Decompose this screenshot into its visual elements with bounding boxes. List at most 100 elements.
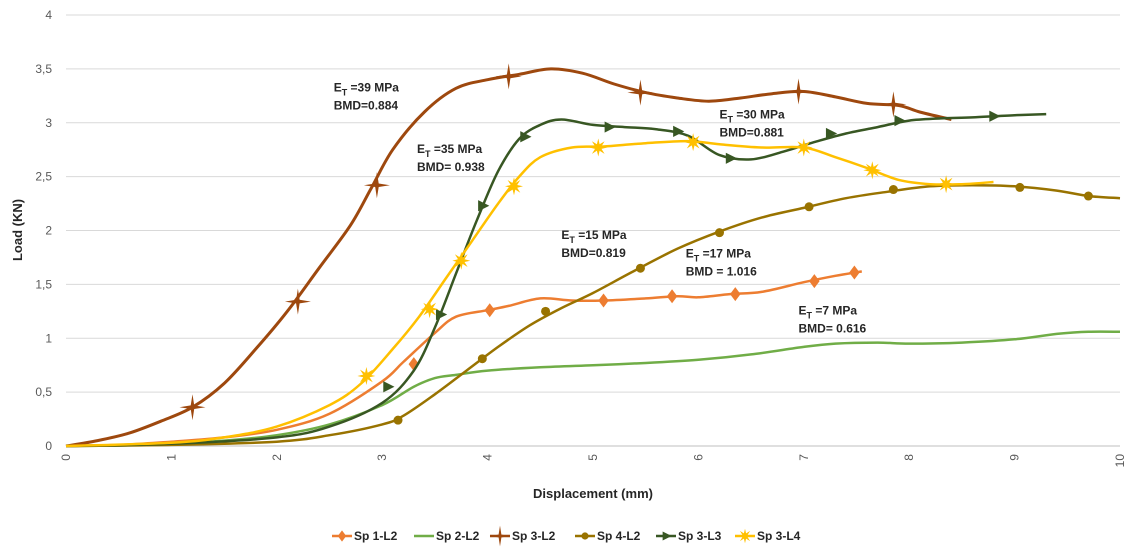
annotation-rest: =17 MPa — [699, 246, 751, 260]
y-axis-title: Load (KN) — [10, 199, 25, 261]
series-sp3-l4 — [65, 133, 994, 448]
y-tick-label: 0 — [45, 439, 52, 453]
legend-label: Sp 2-L2 — [436, 529, 480, 543]
marker-star-burst — [737, 528, 753, 544]
x-axis-title: Displacement (mm) — [533, 486, 653, 501]
legend-item: Sp 1-L2 — [332, 529, 398, 543]
y-tick-label: 3 — [45, 116, 52, 130]
marker-star-burst — [684, 133, 703, 152]
marker-diamond — [598, 293, 609, 308]
marker-star — [489, 525, 511, 547]
annotation-line: E — [561, 228, 569, 242]
legend-item: Sp 3-L2 — [489, 525, 556, 547]
x-tick-label: 1 — [164, 454, 178, 461]
axes: 0 0,5 1 1,5 2 2,5 3 3,5 4 0 1 2 3 4 5 6 7 8 9 10 — [35, 8, 1127, 467]
annotation: ET =15 MPa BMD=0.819 — [561, 228, 627, 260]
legend-label: Sp 3-L4 — [757, 529, 801, 543]
series-sp4-l2 — [65, 182, 1121, 448]
annotation-line: BMD=0.881 — [719, 125, 784, 139]
marker-circle — [393, 415, 403, 425]
annotation: ET =39 MPa BMD=0.884 — [334, 81, 400, 113]
marker-diamond — [809, 274, 820, 289]
annotation-subscript: T — [569, 235, 575, 245]
marker-triangle — [383, 381, 395, 393]
annotation-rest: =7 MPa — [812, 304, 857, 318]
marker-circle — [714, 228, 724, 238]
x-tick-label: 0 — [59, 454, 73, 461]
marker-circle — [477, 354, 487, 364]
annotation-subscript: T — [425, 149, 431, 159]
annotation-line: BMD= 0.938 — [417, 160, 485, 174]
y-tick-label: 2 — [45, 224, 52, 238]
y-tick-label: 2,5 — [35, 170, 52, 184]
y-tick-label: 4 — [45, 8, 52, 22]
annotation-line: BMD= 0.616 — [799, 322, 867, 336]
legend-item: Sp 3-L3 — [656, 529, 722, 543]
annotation-subscript: T — [727, 114, 733, 124]
gridlines — [66, 14, 1120, 447]
y-tick-label: 1,5 — [35, 277, 52, 291]
series-line — [65, 330, 1121, 448]
x-tick-label: 4 — [481, 454, 495, 461]
marker-star-burst — [794, 138, 813, 157]
marker-star — [627, 79, 654, 106]
marker-star — [363, 172, 390, 199]
legend-label: Sp 1-L2 — [354, 529, 398, 543]
x-tick-label: 10 — [1113, 454, 1127, 468]
annotation-line: E — [334, 81, 342, 95]
marker-star — [880, 91, 907, 118]
x-tick-label: 8 — [902, 454, 916, 461]
marker-triangle — [673, 125, 685, 137]
x-tick-label: 5 — [586, 454, 600, 461]
marker-triangle — [894, 114, 906, 127]
marker-circle — [1083, 191, 1093, 201]
marker-triangle — [662, 531, 672, 541]
annotation-line: E — [719, 107, 727, 121]
marker-star-burst — [452, 251, 471, 270]
legend-item: Sp 3-L4 — [735, 528, 801, 544]
annotation-line: BMD=0.819 — [561, 246, 626, 260]
annotation: ET =7 MPa BMD= 0.616 — [799, 304, 867, 336]
marker-star-burst — [357, 367, 376, 385]
annotation-rest: =35 MPa — [430, 142, 482, 156]
series-line — [65, 112, 1047, 448]
annotation: ET =17 MPa BMD = 1.016 — [686, 246, 757, 278]
series-line — [65, 183, 1121, 448]
series-line — [65, 67, 952, 448]
annotation-subscript: T — [694, 253, 700, 263]
marker-star-burst — [937, 175, 956, 194]
marker-circle — [635, 263, 645, 273]
marker-triangle — [604, 121, 616, 133]
marker-triangle — [989, 110, 1001, 122]
annotation-subscript: T — [342, 88, 348, 98]
x-tick-label: 6 — [691, 454, 705, 461]
marker-circle — [1015, 182, 1025, 192]
marker-diamond — [666, 289, 678, 304]
marker-triangle — [435, 308, 448, 321]
marker-star-burst — [505, 177, 523, 196]
marker-triangle — [478, 200, 490, 212]
series-sp2-l2 — [65, 330, 1121, 448]
annotation: ET =30 MPa BMD=0.881 — [719, 107, 785, 139]
marker-star — [785, 78, 812, 105]
marker-star-burst — [420, 300, 439, 319]
legend-label: Sp 4-L2 — [597, 529, 641, 543]
x-tick-label: 3 — [375, 454, 389, 461]
annotation-line: BMD = 1.016 — [686, 264, 757, 278]
annotation-line: E — [799, 304, 807, 318]
legend: Sp 1-L2 Sp 2-L2 Sp 3-L2 Sp 4-L2 Sp 3-L3 Sp 3-… — [332, 525, 801, 547]
annotation-line: E — [686, 246, 694, 260]
marker-triangle — [725, 152, 738, 164]
marker-diamond — [337, 530, 347, 542]
marker-star-burst — [589, 138, 608, 157]
marker-star-burst — [863, 161, 882, 180]
series-sp1-l2 — [65, 265, 863, 448]
marker-star — [284, 288, 311, 315]
annotation-rest: =39 MPa — [347, 81, 399, 95]
legend-label: Sp 3-L2 — [512, 529, 556, 543]
y-tick-label: 3,5 — [35, 62, 52, 76]
annotation-line: BMD=0.884 — [334, 99, 399, 113]
marker-diamond — [849, 265, 860, 280]
